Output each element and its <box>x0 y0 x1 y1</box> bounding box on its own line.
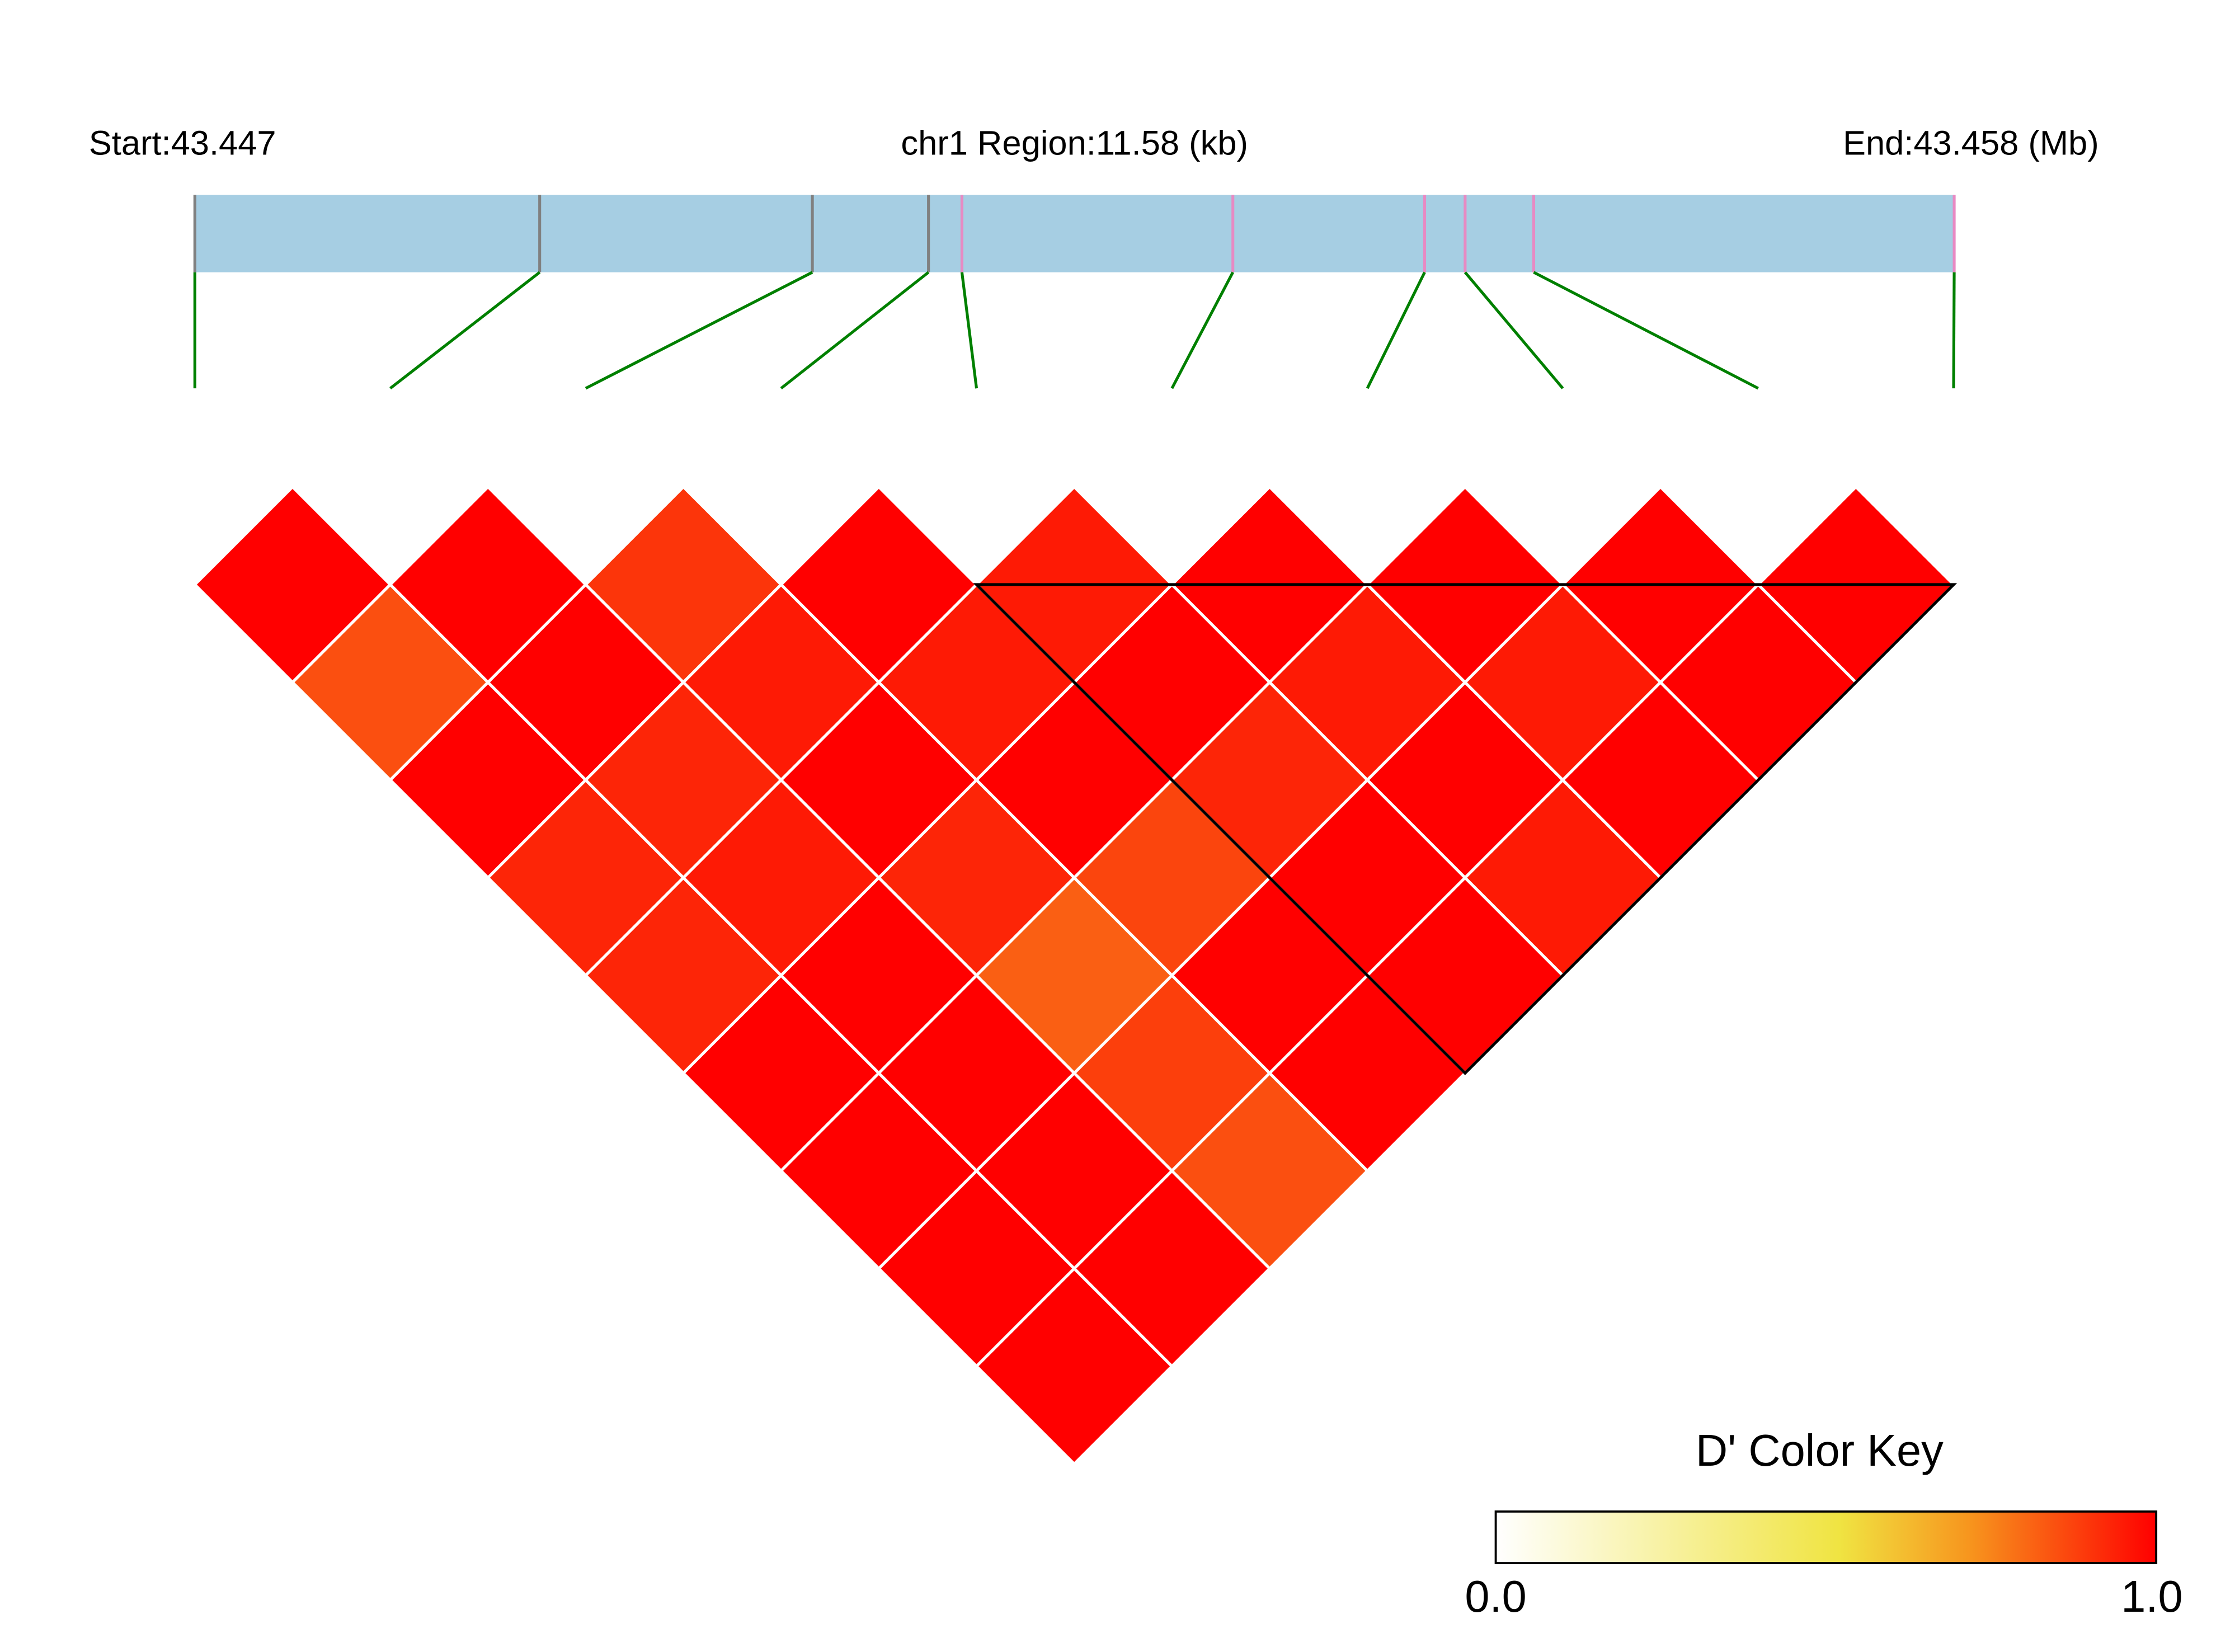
snp-connector-8 <box>1464 271 1564 389</box>
ld-heatmap-cells <box>192 484 1956 1466</box>
snp-connector-3 <box>585 271 813 390</box>
haplotype-block-outlines <box>973 583 1958 1075</box>
genomic-region-track <box>195 195 1955 272</box>
snp-connector-4 <box>780 271 930 390</box>
snp-position-ticks <box>193 195 1956 272</box>
color-key-gradient-bar <box>1494 1510 2158 1565</box>
snp-connector-lines <box>193 271 1956 390</box>
snp-connector-7 <box>1366 271 1426 389</box>
color-key-title: D' Color Key <box>1696 1425 1944 1475</box>
color-key-max-label: 1.0 <box>2121 1571 2182 1621</box>
region-label: chr1 Region:11.58 (kb) <box>901 124 1248 163</box>
end-label: End:43.458 (Mb) <box>1843 124 2099 163</box>
snp-connector-9 <box>1533 271 1759 390</box>
start-label: Start:43.447 <box>89 124 276 163</box>
haplotype-block-1 <box>973 583 1958 1075</box>
snp-connector-6 <box>1170 271 1234 389</box>
color-key-min-label: 0.0 <box>1465 1571 1526 1621</box>
snp-connector-2 <box>389 271 541 390</box>
snp-connector-5 <box>960 272 978 389</box>
